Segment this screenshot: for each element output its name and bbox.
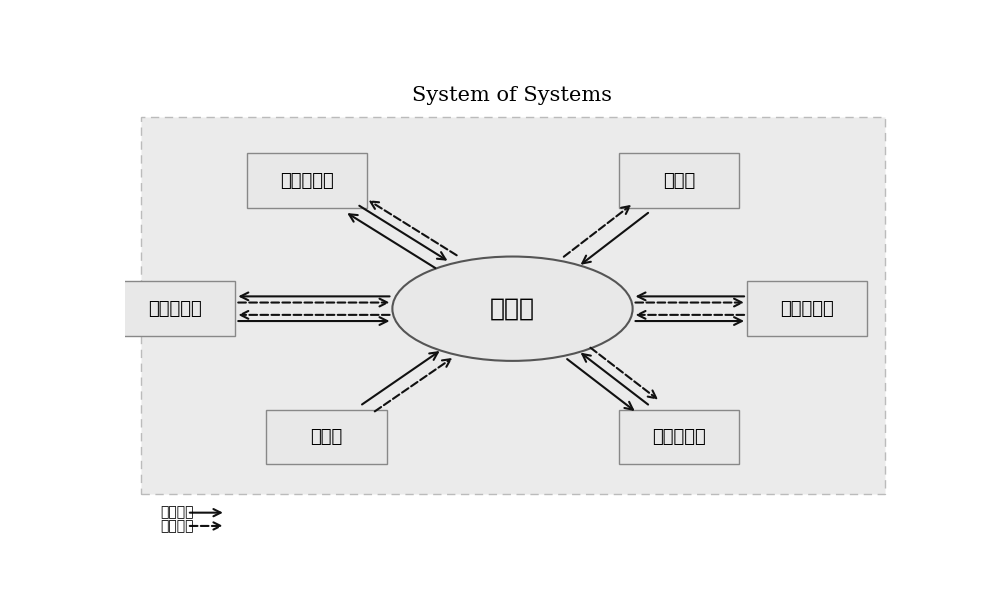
Text: 主动配电网: 主动配电网 (652, 428, 706, 446)
Text: 信息流向: 信息流向 (160, 519, 193, 533)
Text: 主动配电网: 主动配电网 (280, 172, 334, 190)
FancyBboxPatch shape (266, 410, 387, 464)
Text: 主动配电网: 主动配电网 (148, 300, 202, 318)
Ellipse shape (392, 256, 633, 361)
Text: 配电网: 配电网 (310, 428, 343, 446)
Text: 配电网: 配电网 (663, 172, 695, 190)
Text: 电能流向: 电能流向 (160, 506, 193, 520)
FancyBboxPatch shape (115, 282, 235, 336)
FancyBboxPatch shape (619, 410, 739, 464)
Text: 输电网: 输电网 (490, 297, 535, 321)
FancyBboxPatch shape (140, 116, 885, 493)
FancyBboxPatch shape (747, 282, 867, 336)
FancyBboxPatch shape (247, 153, 367, 208)
Text: 主动配电网: 主动配电网 (780, 300, 834, 318)
Text: System of Systems: System of Systems (413, 86, 612, 105)
FancyBboxPatch shape (619, 153, 739, 208)
